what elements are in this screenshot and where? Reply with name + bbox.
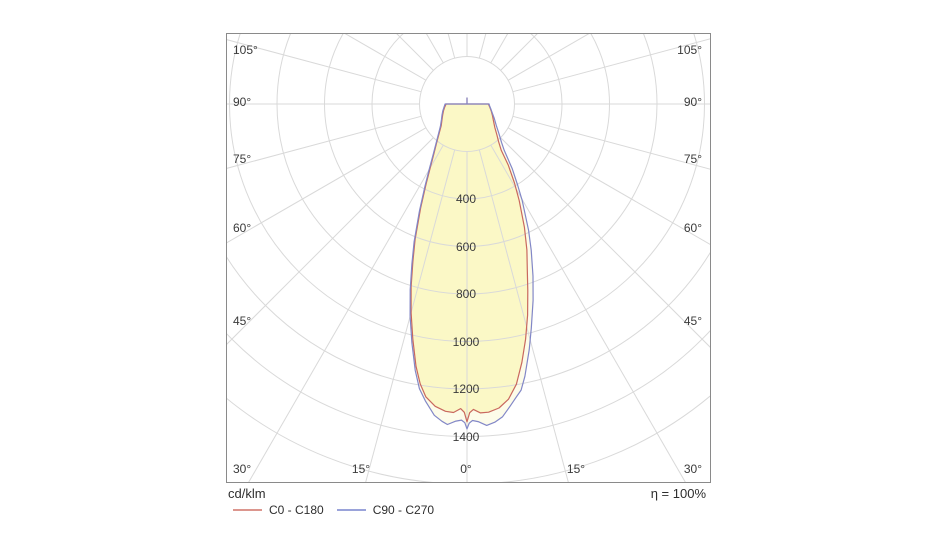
legend-item-c0-c180: C0 - C180 [233, 503, 324, 517]
grid-angle-line [226, 127, 427, 244]
legend-item-c90-c270: C90 - C270 [336, 503, 435, 517]
legend-label-c90-c270: C90 - C270 [372, 503, 435, 517]
grid-angle-line [248, 144, 444, 482]
grid-angle-line [500, 33, 539, 71]
angle-tick-right: 105° [677, 43, 702, 57]
grid-angle-line [490, 144, 686, 482]
angle-tick-right: 75° [684, 152, 702, 166]
angle-tick-right: 45° [684, 314, 702, 328]
angle-tick-left: 105° [233, 43, 258, 57]
grid-angle-line [507, 127, 710, 245]
grid-angle-line [226, 115, 422, 170]
radial-tick-label: 400 [456, 192, 476, 206]
grid-angle-line [500, 137, 710, 348]
radial-tick-label: 1400 [453, 430, 480, 444]
grid-angle-line [447, 33, 456, 59]
grid-angle-line [478, 33, 487, 59]
legend-line-red [233, 509, 262, 511]
angle-tick-right: 90° [684, 95, 702, 109]
angle-tick-bottom: 15° [567, 462, 585, 476]
angle-tick-bottom: 30° [233, 462, 251, 476]
grid-angle-line [226, 137, 434, 346]
grid-angle-line [490, 33, 509, 64]
grid-angle-line [365, 149, 456, 482]
chart-legend: C0 - C180 C90 - C270 [233, 503, 434, 517]
radial-tick-label: 800 [456, 287, 476, 301]
angle-tick-bottom: 15° [352, 462, 370, 476]
radial-tick-label: 1000 [453, 335, 480, 349]
angle-tick-bottom: 0° [460, 462, 472, 476]
efficiency-label: η = 100% [650, 486, 706, 501]
angle-tick-left: 60° [233, 221, 251, 235]
angle-tick-bottom: 30° [684, 462, 702, 476]
legend-label-c0-c180: C0 - C180 [269, 503, 324, 517]
radial-tick-label: 600 [456, 240, 476, 254]
grid-angle-line [343, 33, 427, 81]
grid-angle-line [478, 149, 569, 482]
angle-tick-left: 45° [233, 314, 251, 328]
grid-angle-line [507, 33, 592, 81]
grid-angle-line [512, 38, 710, 93]
beam-fill-c0-c180 [411, 98, 528, 422]
angle-tick-right: 60° [684, 221, 702, 235]
plot-border [226, 33, 711, 483]
angle-tick-left: 75° [233, 152, 251, 166]
curve-c90-c270 [409, 97, 534, 430]
unit-label: cd/klm [228, 486, 266, 501]
grid-angle-line [226, 38, 422, 93]
grid-angle-line [395, 33, 434, 71]
grid-angle-line [512, 115, 710, 170]
legend-line-blue [336, 509, 366, 511]
grid-angle-line [425, 33, 444, 64]
angle-tick-left: 90° [233, 95, 251, 109]
radial-tick-label: 1200 [453, 382, 480, 396]
